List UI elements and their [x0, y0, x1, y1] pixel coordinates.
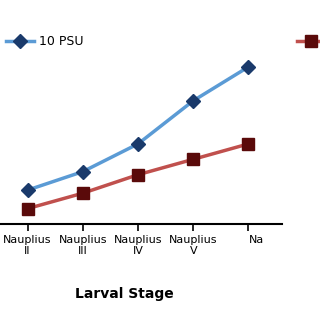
- Legend: 10 PSU, 24 PSU: 10 PSU, 24 PSU: [6, 35, 320, 48]
- 24 PSU: [26, 207, 29, 211]
- Text: Nauplius: Nauplius: [3, 235, 52, 245]
- Line: 24 PSU: 24 PSU: [21, 138, 255, 215]
- 24 PSU: [81, 191, 85, 195]
- Text: Nauplius: Nauplius: [59, 235, 107, 245]
- Text: Nauplius: Nauplius: [169, 235, 218, 245]
- Text: IV: IV: [132, 245, 143, 256]
- Text: III: III: [78, 245, 88, 256]
- Text: Nauplius: Nauplius: [114, 235, 162, 245]
- 24 PSU: [191, 157, 195, 161]
- Line: 10 PSU: 10 PSU: [23, 62, 253, 195]
- Text: Larval Stage: Larval Stage: [75, 287, 173, 301]
- Text: V: V: [189, 245, 197, 256]
- 24 PSU: [136, 173, 140, 177]
- 10 PSU: [136, 142, 140, 146]
- 10 PSU: [26, 188, 29, 192]
- Text: Na: Na: [248, 235, 264, 245]
- 10 PSU: [191, 99, 195, 103]
- Text: II: II: [24, 245, 31, 256]
- 10 PSU: [246, 65, 250, 69]
- 10 PSU: [81, 170, 85, 173]
- 24 PSU: [246, 142, 250, 146]
